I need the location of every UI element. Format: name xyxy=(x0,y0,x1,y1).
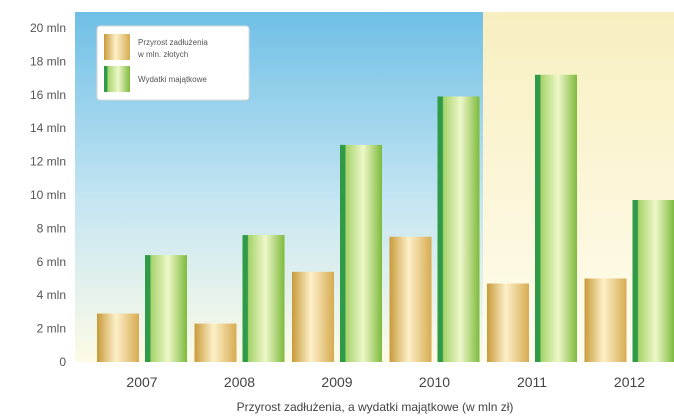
y-tick-label: 18 mln xyxy=(30,54,66,68)
bar-wydatki xyxy=(535,75,577,362)
y-tick-label: 16 mln xyxy=(30,88,66,102)
bar-wydatki xyxy=(340,145,382,362)
x-tick-label: 2008 xyxy=(224,374,255,390)
x-tick-label: 2010 xyxy=(419,374,450,390)
y-tick-label: 6 mln xyxy=(37,255,66,269)
y-tick-label: 12 mln xyxy=(30,155,66,169)
x-axis-title: Przyrost zadłużenia, a wydatki majątkowe… xyxy=(237,400,514,414)
bar-wydatki xyxy=(243,235,285,362)
legend-swatch-zadluzenie xyxy=(104,34,130,60)
x-tick-label: 2011 xyxy=(517,374,547,390)
legend: Przyrost zadłużenia w mln. złotych Wydat… xyxy=(97,26,249,100)
y-tick-label: 8 mln xyxy=(37,221,66,235)
x-tick-label: 2009 xyxy=(321,374,352,390)
y-tick-label: 0 xyxy=(59,355,66,369)
y-tick-label: 2 mln xyxy=(37,322,66,336)
bar-zadluzenie xyxy=(195,324,237,362)
bar-wydatki xyxy=(438,96,480,362)
bar-wydatki xyxy=(145,255,187,362)
x-tick-label: 2012 xyxy=(614,374,645,390)
bar-zadluzenie xyxy=(585,279,627,363)
bar-zadluzenie xyxy=(97,314,139,362)
legend-swatch-wydatki xyxy=(104,66,130,92)
legend-label-wydatki: Wydatki majątkowe xyxy=(138,75,207,84)
y-tick-label: 14 mln xyxy=(30,121,66,135)
legend-label-zadluzenie-line1: Przyrost zadłużenia xyxy=(138,38,208,47)
bar-wydatki xyxy=(633,200,674,362)
y-tick-label: 4 mln xyxy=(37,288,66,302)
legend-label-zadluzenie-line2: w mln. złotych xyxy=(137,50,188,59)
y-tick-label: 10 mln xyxy=(30,188,66,202)
bar-zadluzenie xyxy=(487,284,529,362)
bar-zadluzenie xyxy=(390,237,432,362)
bar-zadluzenie xyxy=(292,272,334,362)
y-tick-label: 20 mln xyxy=(30,21,66,35)
x-tick-label: 2007 xyxy=(126,374,157,390)
